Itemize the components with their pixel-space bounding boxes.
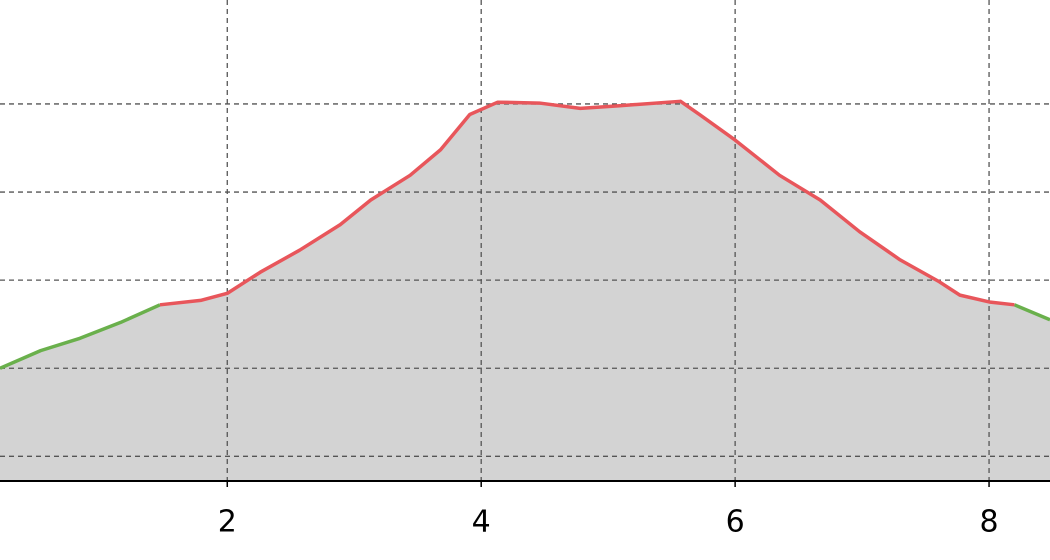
area	[0, 101, 1050, 482]
line	[159, 99, 1015, 307]
x-tick-label: 4	[472, 505, 491, 540]
x-tick-label: 8	[980, 505, 999, 540]
line	[0, 303, 161, 370]
x-tick-label: 2	[218, 505, 237, 540]
x-tick-label: 6	[726, 505, 745, 540]
line	[1013, 303, 1050, 322]
